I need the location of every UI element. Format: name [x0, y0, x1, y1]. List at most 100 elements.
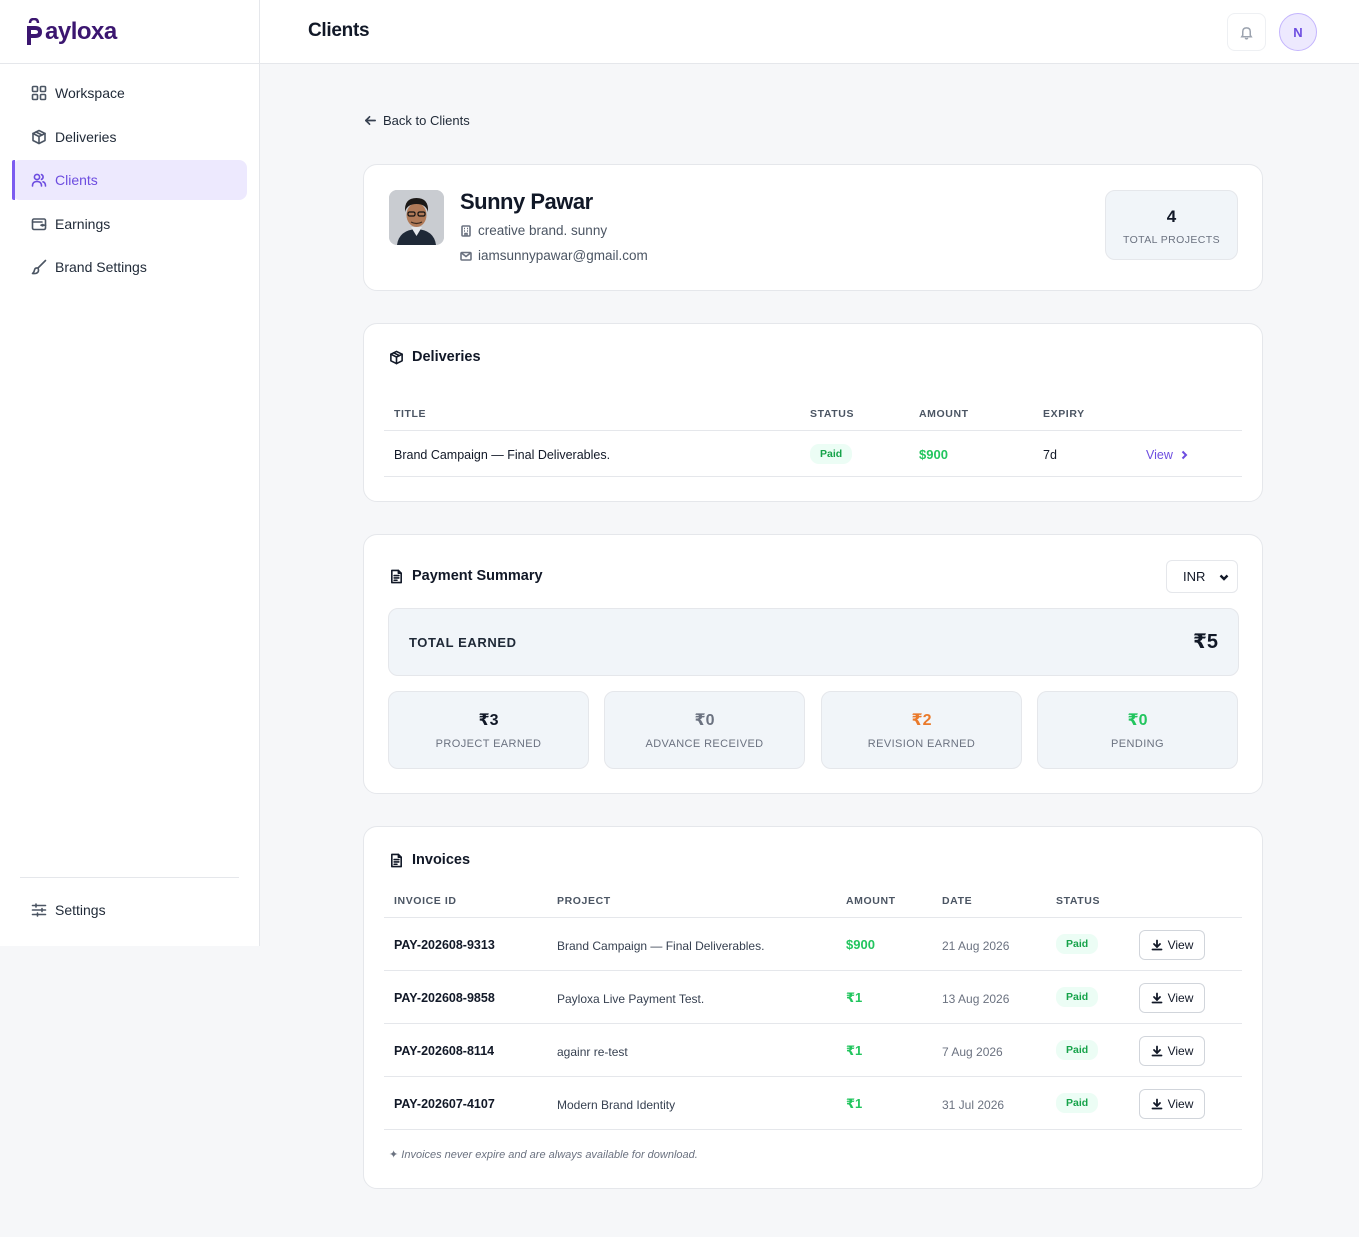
invoice-date: 13 Aug 2026 [942, 992, 1010, 1006]
sidebar-item-brand-settings[interactable]: Brand Settings [12, 247, 247, 287]
download-icon [1151, 1098, 1162, 1110]
stat-value: ₹0 [694, 712, 715, 729]
chevron-right-icon [1181, 450, 1188, 460]
status-badge: Paid [810, 444, 853, 464]
table-divider [384, 1023, 1242, 1024]
invoices-card: Invoices INVOICE ID PROJECT AMOUNT DATE … [363, 826, 1263, 1189]
invoice-project: againr re-test [557, 1045, 628, 1059]
sidebar-divider [20, 877, 239, 878]
delivery-amount: $900 [919, 447, 948, 462]
col-header-invoice-id: INVOICE ID [394, 895, 457, 907]
grid-icon [31, 85, 47, 101]
view-link-label: View [1146, 448, 1173, 462]
delivery-expiry: 7d [1043, 448, 1057, 462]
notifications-button[interactable] [1227, 13, 1266, 51]
table-divider [384, 1129, 1242, 1130]
invoice-date: 21 Aug 2026 [942, 939, 1010, 953]
invoice-date: 7 Aug 2026 [942, 1045, 1003, 1059]
revision-earned-stat: ₹2 REVISION EARNED [821, 691, 1022, 769]
invoice-id: PAY-202608-8114 [394, 1044, 495, 1058]
brush-icon [31, 259, 47, 275]
col-header-status: STATUS [810, 408, 855, 420]
total-projects-label: TOTAL PROJECTS [1122, 234, 1220, 246]
arrow-left-icon [365, 115, 376, 126]
download-button-label: View [1167, 1044, 1194, 1058]
sidebar-item-clients[interactable]: Clients [12, 160, 247, 200]
download-icon [1151, 939, 1162, 951]
deliveries-card: Deliveries TITLE STATUS AMOUNT EXPIRY Br… [363, 323, 1263, 502]
building-icon [461, 224, 471, 237]
sidebar-nav: Workspace Deliveries Clients Earnings Br… [0, 64, 259, 300]
stat-label: REVISION EARNED [867, 738, 976, 750]
col-header-project: PROJECT [557, 895, 611, 907]
logo-mark-icon [24, 17, 44, 46]
pending-stat: ₹0 PENDING [1037, 691, 1238, 769]
sidebar-item-label: Settings [55, 902, 106, 918]
sidebar-item-label: Workspace [55, 85, 125, 101]
mail-icon [460, 251, 472, 261]
download-icon [1151, 992, 1162, 1004]
top-header: Clients N [260, 0, 1359, 64]
invoice-date: 31 Jul 2026 [942, 1098, 1005, 1112]
stat-value: ₹2 [911, 712, 932, 729]
download-invoice-button[interactable]: View [1139, 930, 1205, 960]
chevron-down-icon [1219, 574, 1229, 581]
invoice-project: Payloxa Live Payment Test. [557, 992, 705, 1006]
invoice-project: Modern Brand Identity [557, 1098, 676, 1112]
invoice-project: Brand Campaign — Final Deliverables. [557, 939, 765, 953]
total-earned-box: TOTAL EARNED ₹5 [388, 608, 1239, 676]
currency-select[interactable]: INR [1166, 560, 1238, 593]
deliveries-heading: Deliveries [389, 349, 481, 365]
client-photo [389, 190, 444, 245]
client-brand: creative brand. sunny [478, 223, 608, 238]
logo-row: ayloxa [0, 0, 259, 64]
stat-value: ₹3 [478, 712, 499, 729]
total-projects-stat: 4 TOTAL PROJECTS [1105, 190, 1238, 260]
stat-value: ₹0 [1127, 712, 1148, 729]
sidebar-item-label: Earnings [55, 215, 111, 232]
client-email: iamsunnypawar@gmail.com [478, 248, 648, 263]
back-link-label: Back to Clients [383, 113, 470, 128]
back-to-clients-link[interactable]: Back to Clients [364, 113, 470, 128]
sidebar-item-deliveries[interactable]: Deliveries [12, 117, 247, 157]
status-badge: Paid [1056, 1093, 1099, 1113]
invoice-amount: ₹1 [846, 1043, 863, 1058]
client-email-row: iamsunnypawar@gmail.com [460, 248, 648, 263]
view-delivery-link[interactable]: View [1146, 448, 1189, 462]
status-badge: Paid [1056, 1040, 1099, 1060]
table-divider [384, 1076, 1242, 1077]
payment-summary-card: Payment Summary INR TOTAL EARNED ₹5 ₹3 P… [363, 534, 1263, 794]
download-invoice-button[interactable]: View [1139, 1036, 1205, 1066]
sidebar-item-workspace[interactable]: Workspace [12, 73, 247, 113]
project-earned-stat: ₹3 PROJECT EARNED [388, 691, 589, 769]
brand-logo[interactable]: ayloxa [24, 17, 117, 46]
status-badge: Paid [1056, 934, 1099, 954]
sidebar-item-label: Deliveries [55, 128, 117, 145]
download-icon [1151, 1045, 1162, 1057]
col-header-amount: AMOUNT [919, 408, 969, 420]
col-header-status: STATUS [1056, 895, 1101, 907]
sidebar-item-settings[interactable]: Settings [12, 890, 247, 930]
users-icon [31, 173, 47, 187]
wallet-icon [31, 217, 47, 230]
page-title: Clients [308, 20, 370, 41]
currency-value: INR [1183, 569, 1206, 584]
sidebar-item-earnings[interactable]: Earnings [12, 204, 247, 244]
client-brand-row: creative brand. sunny [460, 223, 607, 238]
stat-label: PENDING [1111, 738, 1164, 750]
package-icon [390, 350, 403, 364]
download-invoice-button[interactable]: View [1139, 1089, 1205, 1119]
invoices-footnote: ✦ Invoices never expire and are always a… [389, 1149, 698, 1161]
stat-label: PROJECT EARNED [435, 738, 542, 750]
payment-summary-heading-text: Payment Summary [412, 568, 543, 584]
receipt-icon [391, 569, 402, 583]
user-avatar[interactable]: N [1279, 13, 1317, 51]
sidebar-item-label: Clients [55, 172, 98, 188]
sidebar-item-label: Brand Settings [55, 259, 147, 275]
col-header-date: DATE [942, 895, 973, 907]
col-header-expiry: EXPIRY [1043, 408, 1085, 420]
status-badge: Paid [1056, 987, 1099, 1007]
download-invoice-button[interactable]: View [1139, 983, 1205, 1013]
download-button-label: View [1167, 991, 1194, 1005]
payment-summary-heading: Payment Summary [389, 568, 543, 584]
